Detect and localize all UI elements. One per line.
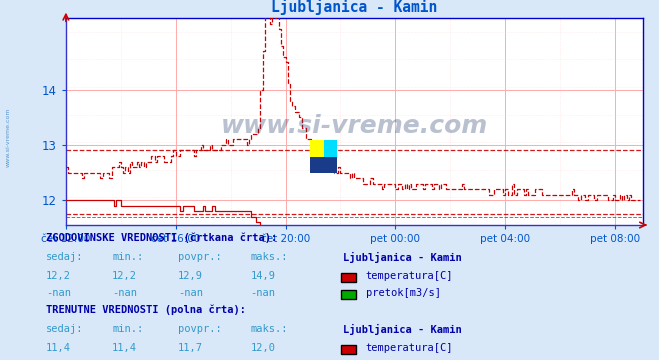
Text: -nan: -nan xyxy=(178,288,203,298)
Text: 12,2: 12,2 xyxy=(46,271,71,281)
Text: pretok[m3/s]: pretok[m3/s] xyxy=(366,288,441,298)
Text: temperatura[C]: temperatura[C] xyxy=(366,343,453,353)
Text: -nan: -nan xyxy=(46,288,71,298)
Text: -nan: -nan xyxy=(250,288,275,298)
Text: temperatura[C]: temperatura[C] xyxy=(366,271,453,281)
Text: 12,2: 12,2 xyxy=(112,271,137,281)
Text: 11,4: 11,4 xyxy=(46,343,71,353)
Text: www.si-vreme.com: www.si-vreme.com xyxy=(221,114,488,138)
Text: ZGODOVINSKE VREDNOSTI (črtkana črta):: ZGODOVINSKE VREDNOSTI (črtkana črta): xyxy=(46,232,277,243)
Text: Ljubljanica - Kamin: Ljubljanica - Kamin xyxy=(343,252,461,263)
Text: povpr.:: povpr.: xyxy=(178,324,221,334)
Text: maks.:: maks.: xyxy=(250,252,288,262)
Bar xyxy=(310,157,337,173)
Text: 12,9: 12,9 xyxy=(178,271,203,281)
Text: 11,7: 11,7 xyxy=(178,343,203,353)
Text: min.:: min.: xyxy=(112,252,143,262)
Text: 14,9: 14,9 xyxy=(250,271,275,281)
Text: TRENUTNE VREDNOSTI (polna črta):: TRENUTNE VREDNOSTI (polna črta): xyxy=(46,304,246,315)
Text: sedaj:: sedaj: xyxy=(46,252,84,262)
Bar xyxy=(310,140,324,157)
Text: Ljubljanica - Kamin: Ljubljanica - Kamin xyxy=(343,324,461,335)
Text: -nan: -nan xyxy=(112,288,137,298)
Text: www.si-vreme.com: www.si-vreme.com xyxy=(5,107,11,167)
Bar xyxy=(324,140,337,157)
Text: povpr.:: povpr.: xyxy=(178,252,221,262)
Text: 12,0: 12,0 xyxy=(250,343,275,353)
Text: 11,4: 11,4 xyxy=(112,343,137,353)
Text: maks.:: maks.: xyxy=(250,324,288,334)
Text: min.:: min.: xyxy=(112,324,143,334)
Title: Ljubljanica - Kamin: Ljubljanica - Kamin xyxy=(271,0,438,15)
Text: sedaj:: sedaj: xyxy=(46,324,84,334)
